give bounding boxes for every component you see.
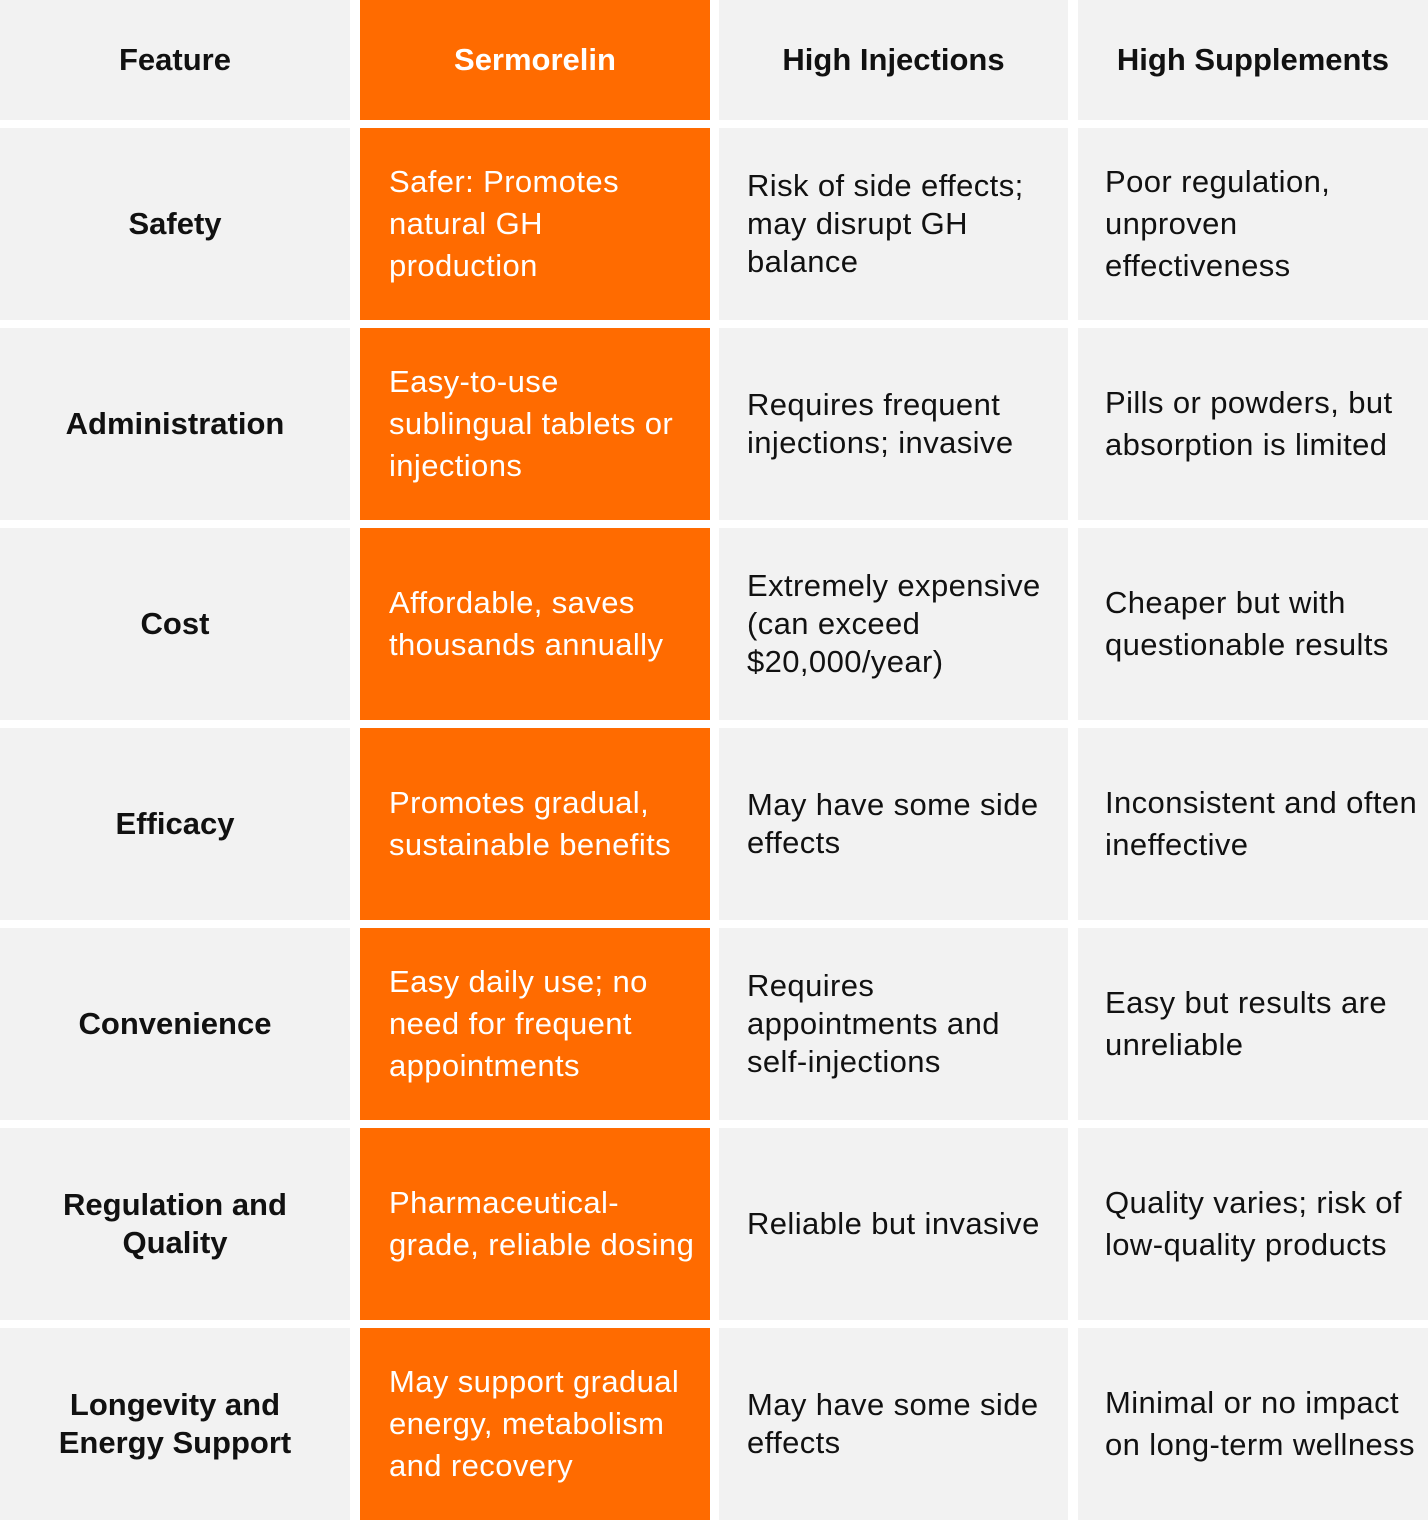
- injections-text: Extremely expensive (can exceed $20,000/…: [747, 568, 1041, 679]
- header-sermorelin-label: Sermorelin: [454, 42, 616, 77]
- row-efficacy-sermorelin: Promotes gradual, sustainable benefits: [360, 728, 710, 920]
- row-regulation-supplements: Quality varies; risk of low-quality prod…: [1078, 1128, 1428, 1320]
- row-regulation-feature: Regulation and Quality: [0, 1128, 350, 1320]
- row-administration-feature: Administration: [0, 328, 350, 520]
- sermorelin-text: Pharmaceutical-grade, reliable dosing: [389, 1185, 695, 1262]
- sermorelin-text: Safer: Promotes natural GH production: [389, 164, 619, 283]
- header-injections-label: High Injections: [782, 42, 1005, 77]
- supplements-text: Easy but results are unreliable: [1105, 985, 1387, 1062]
- row-longevity-sermorelin: May support gradual energy, metabolism a…: [360, 1328, 710, 1520]
- row-cost-feature: Cost: [0, 528, 350, 720]
- supplements-text: Pills or powders, but absorption is limi…: [1105, 385, 1393, 462]
- header-sermorelin: Sermorelin: [360, 0, 710, 120]
- supplements-text: Cheaper but with questionable results: [1105, 585, 1389, 662]
- row-efficacy-supplements: Inconsistent and often ineffective: [1078, 728, 1428, 920]
- row-convenience-feature: Convenience: [0, 928, 350, 1120]
- row-administration-injections: Requires frequent injections; invasive: [719, 328, 1068, 520]
- row-efficacy-injections: May have some side effects: [719, 728, 1068, 920]
- row-convenience-supplements: Easy but results are unreliable: [1078, 928, 1428, 1120]
- row-cost-injections: Extremely expensive (can exceed $20,000/…: [719, 528, 1068, 720]
- sermorelin-text: May support gradual energy, metabolism a…: [389, 1364, 680, 1483]
- row-longevity-feature: Longevity and Energy Support: [0, 1328, 350, 1520]
- feature-label: Regulation and Quality: [63, 1187, 287, 1260]
- row-administration-sermorelin: Easy-to-use sublingual tablets or inject…: [360, 328, 710, 520]
- header-supplements: High Supplements: [1078, 0, 1428, 120]
- sermorelin-text: Affordable, saves thousands annually: [389, 585, 664, 662]
- feature-label: Longevity and Energy Support: [58, 1387, 292, 1460]
- row-regulation-injections: Reliable but invasive: [719, 1128, 1068, 1320]
- injections-text: Requires frequent injections; invasive: [747, 387, 1014, 460]
- row-administration-supplements: Pills or powders, but absorption is limi…: [1078, 328, 1428, 520]
- row-convenience-sermorelin: Easy daily use; no need for frequent app…: [360, 928, 710, 1120]
- row-safety-sermorelin: Safer: Promotes natural GH production: [360, 128, 710, 320]
- row-convenience-injections: Requires appointments and self-injection…: [719, 928, 1068, 1120]
- injections-text: Reliable but invasive: [747, 1206, 1040, 1241]
- row-safety-injections: Risk of side effects; may disrupt GH bal…: [719, 128, 1068, 320]
- row-cost-supplements: Cheaper but with questionable results: [1078, 528, 1428, 720]
- supplements-text: Quality varies; risk of low-quality prod…: [1105, 1185, 1402, 1262]
- supplements-text: Minimal or no impact on long-term wellne…: [1105, 1385, 1415, 1462]
- supplements-text: Poor regulation, unproven effectiveness: [1105, 164, 1331, 283]
- feature-label: Safety: [128, 206, 222, 241]
- injections-text: Risk of side effects; may disrupt GH bal…: [747, 168, 1024, 279]
- row-cost-sermorelin: Affordable, saves thousands annually: [360, 528, 710, 720]
- row-safety-supplements: Poor regulation, unproven effectiveness: [1078, 128, 1428, 320]
- sermorelin-text: Easy daily use; no need for frequent app…: [389, 964, 648, 1083]
- row-efficacy-feature: Efficacy: [0, 728, 350, 920]
- row-longevity-injections: May have some side effects: [719, 1328, 1068, 1520]
- supplements-text: Inconsistent and often ineffective: [1105, 785, 1418, 862]
- row-longevity-supplements: Minimal or no impact on long-term wellne…: [1078, 1328, 1428, 1520]
- header-supplements-label: High Supplements: [1116, 42, 1390, 77]
- injections-text: May have some side effects: [747, 787, 1039, 860]
- feature-label: Cost: [140, 606, 210, 641]
- row-safety-feature: Safety: [0, 128, 350, 320]
- header-injections: High Injections: [719, 0, 1068, 120]
- feature-label: Efficacy: [115, 806, 235, 841]
- row-regulation-sermorelin: Pharmaceutical-grade, reliable dosing: [360, 1128, 710, 1320]
- sermorelin-text: Easy-to-use sublingual tablets or inject…: [389, 364, 674, 483]
- header-feature: Feature: [0, 0, 350, 120]
- injections-text: Requires appointments and self-injection…: [747, 968, 1000, 1079]
- injections-text: May have some side effects: [747, 1387, 1039, 1460]
- header-feature-label: Feature: [119, 42, 231, 77]
- sermorelin-text: Promotes gradual, sustainable benefits: [389, 785, 672, 862]
- feature-label: Administration: [65, 406, 285, 441]
- feature-label: Convenience: [78, 1006, 272, 1041]
